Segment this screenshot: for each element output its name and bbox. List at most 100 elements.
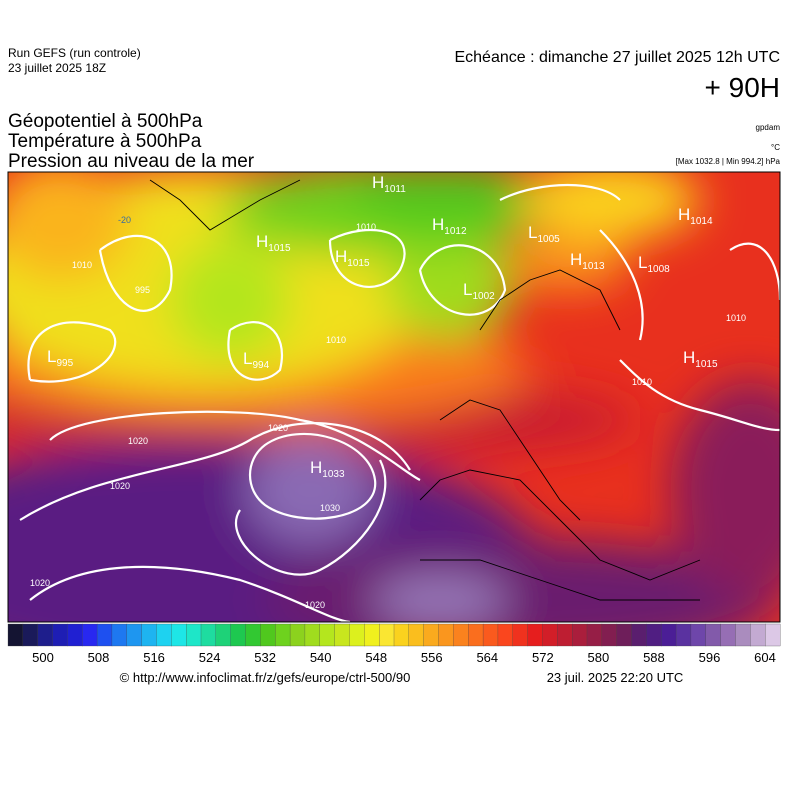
- svg-text:L1002: L1002: [463, 280, 495, 302]
- unit: °C: [771, 143, 780, 152]
- color-swatch: [690, 623, 707, 647]
- lead-time: + 90H: [705, 72, 781, 103]
- color-swatch: [334, 623, 350, 647]
- color-swatch: [289, 623, 306, 647]
- center-value: 1008: [647, 264, 670, 275]
- svg-text:L1005: L1005: [528, 223, 560, 245]
- color-swatch: [215, 623, 232, 647]
- center-value: 1014: [690, 216, 713, 227]
- color-swatch: [527, 623, 543, 647]
- color-swatch: [245, 623, 261, 647]
- isobar-label: 1010: [356, 222, 376, 232]
- colorbar-tick-label: 548: [365, 650, 387, 665]
- field: Température à 500hPa: [8, 131, 202, 152]
- colorbar-tick-label: 604: [754, 650, 776, 665]
- color-swatch: [126, 623, 143, 647]
- center-type: H: [310, 458, 322, 477]
- colorbar-tick-label: 500: [32, 650, 54, 665]
- svg-text:H1033: H1033: [310, 458, 345, 480]
- color-swatch: [379, 623, 395, 647]
- isobar-label: 1020: [110, 481, 130, 491]
- center-value: 1015: [347, 258, 370, 269]
- color-swatch: [67, 623, 83, 647]
- color-swatch: [141, 623, 157, 647]
- center-type: H: [683, 348, 695, 367]
- color-swatch: [82, 623, 98, 647]
- svg-text:H1015: H1015: [335, 247, 370, 269]
- color-swatch: [7, 623, 24, 647]
- colorbar-tick-label: 580: [588, 650, 610, 665]
- isobar-label: 1010: [726, 313, 746, 323]
- color-swatch: [631, 623, 647, 647]
- center-value: 1015: [268, 243, 291, 254]
- run: Run GEFS (run controle): [8, 46, 141, 60]
- colorbar: 500 508 516 524 532 540 548 556 564 572 580 588 596 6…: [7, 623, 781, 665]
- color-swatch: [646, 623, 662, 647]
- center-value: 1033: [322, 469, 345, 480]
- color-swatch: [482, 623, 499, 647]
- extremes: [Max 1032.8 | Min 994.2] hPa: [676, 157, 781, 166]
- color-swatch: [393, 623, 410, 647]
- map: H1011 H1012 L1005 H1013 L1008 H1014 H101…: [8, 172, 780, 622]
- center-value: 1011: [384, 184, 406, 195]
- field: Pression au niveau de la mer: [8, 151, 255, 172]
- center-value: 994: [252, 360, 269, 371]
- center-type: H: [678, 205, 690, 224]
- colorbar-tick-label: 516: [143, 650, 165, 665]
- color-swatch: [275, 623, 291, 647]
- color-swatch: [542, 623, 558, 647]
- unit: gpdam: [756, 123, 781, 132]
- color-swatch: [750, 623, 766, 647]
- isobar-label: 1010: [72, 260, 92, 270]
- svg-text:H1011: H1011: [372, 173, 406, 195]
- center-value: 1015: [695, 359, 718, 370]
- field: Géopotentiel à 500hPa: [8, 111, 203, 132]
- isobar-label: 1020: [30, 578, 50, 588]
- color-swatch: [186, 623, 202, 647]
- isobar-label: 1020: [268, 423, 288, 433]
- color-swatch: [96, 623, 113, 647]
- center-type: H: [335, 247, 347, 266]
- color-swatch: [22, 623, 39, 647]
- color-swatch: [230, 623, 246, 647]
- color-swatch: [572, 623, 588, 647]
- color-swatch: [468, 623, 484, 647]
- center-type: L: [243, 349, 252, 368]
- color-swatch: [616, 623, 632, 647]
- isobar-label: 1030: [320, 503, 340, 513]
- center-value: 1013: [582, 261, 605, 272]
- valid-time: Echéance : dimanche 27 juillet 2025 12h …: [454, 49, 780, 66]
- svg-text:H1012: H1012: [432, 215, 467, 237]
- color-swatch: [765, 623, 781, 647]
- center-type: L: [463, 280, 472, 299]
- color-swatch: [557, 623, 573, 647]
- isobar-label: 1020: [305, 600, 325, 610]
- color-swatch: [423, 623, 439, 647]
- center-type: H: [256, 232, 268, 251]
- color-swatch: [438, 623, 454, 647]
- colorbar-tick-label: 588: [643, 650, 665, 665]
- colorbar-tick-label: 556: [421, 650, 443, 665]
- colorbar-tick-label: 564: [476, 650, 498, 665]
- color-swatch: [512, 623, 529, 647]
- center-type: H: [432, 215, 444, 234]
- svg-text:L1008: L1008: [638, 253, 670, 275]
- center-type: H: [570, 250, 582, 269]
- center-type: L: [528, 223, 537, 242]
- svg-text:L994: L994: [243, 349, 270, 371]
- color-swatch: [319, 623, 336, 647]
- color-swatch: [349, 623, 365, 647]
- color-swatch: [37, 623, 53, 647]
- center-value: 995: [56, 358, 73, 369]
- color-swatch: [675, 623, 692, 647]
- colorbar-tick-label: 524: [199, 650, 221, 665]
- colorbar-tick-label: 572: [532, 650, 554, 665]
- color-swatch: [586, 623, 603, 647]
- colorbar-tick-label: 508: [88, 650, 110, 665]
- colorbar-tick-label: 540: [310, 650, 332, 665]
- svg-text:H1013: H1013: [570, 250, 605, 272]
- svg-text:H1015: H1015: [256, 232, 291, 254]
- isobar-label: 995: [135, 285, 150, 295]
- colorbar-tick-label: 596: [699, 650, 721, 665]
- isobar-label: 1010: [632, 377, 652, 387]
